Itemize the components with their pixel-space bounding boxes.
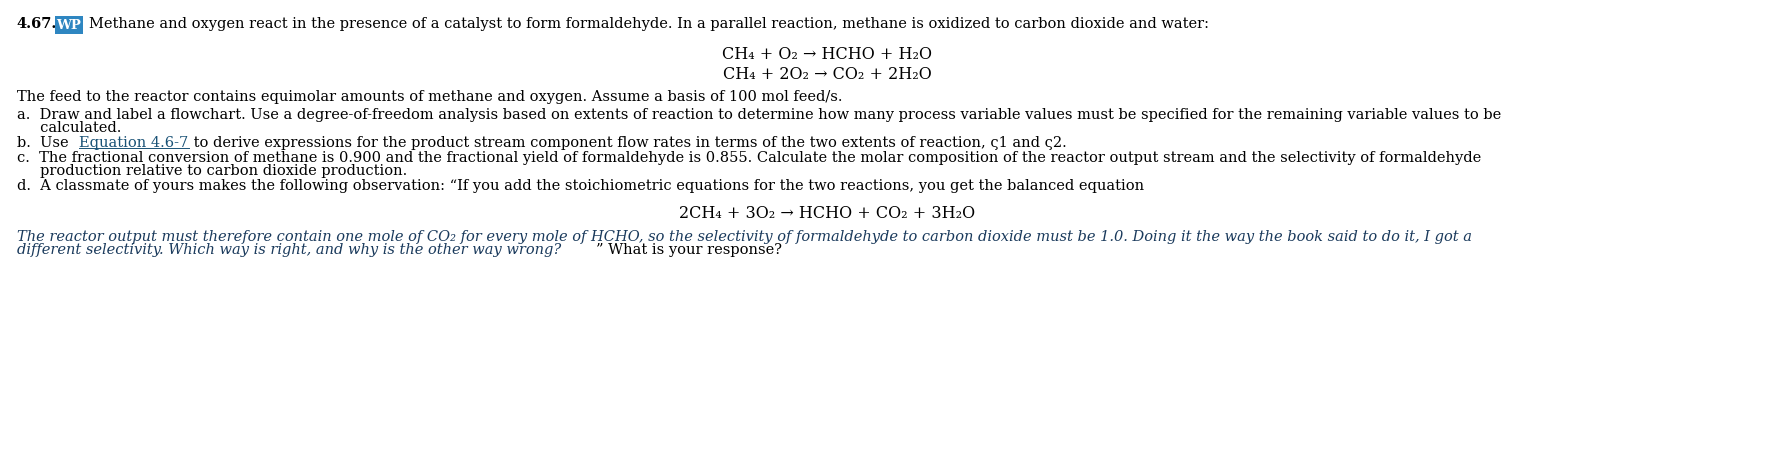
Text: The feed to the reactor contains equimolar amounts of methane and oxygen. Assume: The feed to the reactor contains equimol… (16, 90, 842, 104)
Text: d.  A classmate of yours makes the following observation: “If you add the stoich: d. A classmate of yours makes the follow… (16, 179, 1144, 193)
Text: calculated.: calculated. (16, 121, 121, 135)
Text: The reactor output must therefore contain one mole of CO₂ for every mole of HCHO: The reactor output must therefore contai… (16, 230, 1472, 244)
FancyBboxPatch shape (55, 16, 83, 34)
Text: b.  Use: b. Use (16, 136, 73, 150)
Text: CH₄ + 2O₂ → CO₂ + 2H₂O: CH₄ + 2O₂ → CO₂ + 2H₂O (723, 66, 931, 83)
Text: Equation 4.6-7: Equation 4.6-7 (80, 136, 188, 150)
Text: different selectivity. Which way is right, and why is the other way wrong?: different selectivity. Which way is righ… (16, 243, 561, 257)
Text: ” What is your response?: ” What is your response? (595, 243, 781, 257)
Text: WP: WP (57, 18, 82, 31)
Text: to derive expressions for the product stream component flow rates in terms of th: to derive expressions for the product st… (188, 136, 1067, 150)
Text: a.  Draw and label a flowchart. Use a degree-of-freedom analysis based on extent: a. Draw and label a flowchart. Use a deg… (16, 108, 1501, 122)
Text: 4.67.: 4.67. (16, 17, 57, 31)
Text: Methane and oxygen react in the presence of a catalyst to form formaldehyde. In : Methane and oxygen react in the presence… (89, 17, 1209, 31)
Text: CH₄ + O₂ → HCHO + H₂O: CH₄ + O₂ → HCHO + H₂O (723, 46, 932, 63)
Text: 2CH₄ + 3O₂ → HCHO + CO₂ + 3H₂O: 2CH₄ + 3O₂ → HCHO + CO₂ + 3H₂O (678, 205, 975, 222)
Text: c.  The fractional conversion of methane is 0.900 and the fractional yield of fo: c. The fractional conversion of methane … (16, 151, 1481, 165)
Text: production relative to carbon dioxide production.: production relative to carbon dioxide pr… (16, 164, 407, 178)
